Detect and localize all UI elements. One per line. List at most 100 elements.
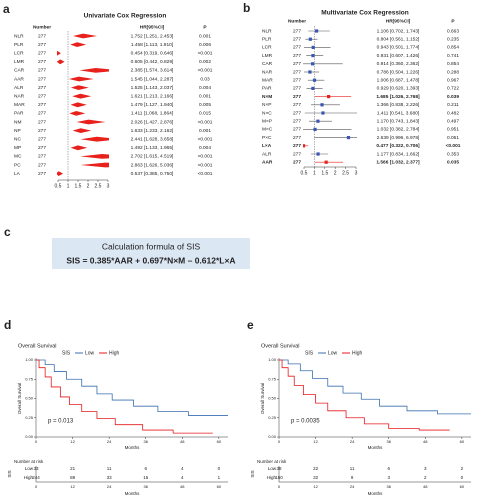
hr-diamond bbox=[70, 85, 89, 90]
row-number: 277 bbox=[38, 85, 46, 91]
row-label: ALR bbox=[14, 85, 24, 91]
risk-count: 11 bbox=[350, 466, 355, 471]
hr-label: 1.633 [1.233, 2.162] bbox=[131, 128, 174, 134]
risk-count: 15 bbox=[143, 475, 149, 480]
panel-label: d bbox=[4, 318, 11, 332]
hr-point bbox=[311, 54, 315, 58]
column-header: HR[95%CI] bbox=[140, 24, 165, 30]
hr-label: 1.411 [1.068, 1.864] bbox=[131, 111, 173, 117]
row-number: 277 bbox=[38, 145, 46, 151]
plot-area bbox=[303, 26, 357, 167]
x-axis-label: Months bbox=[368, 445, 384, 450]
p-value: 0.001 bbox=[199, 33, 211, 39]
p-value: 0.951 bbox=[447, 127, 459, 133]
hr-point bbox=[303, 144, 306, 148]
row-label: NC bbox=[14, 136, 21, 142]
risk-count: 2 bbox=[424, 475, 427, 480]
p-value: 0.722 bbox=[447, 86, 459, 92]
p-value: 0.004 bbox=[199, 145, 211, 151]
p-value: 0.353 bbox=[447, 151, 459, 157]
row-label: PAR bbox=[14, 111, 24, 117]
row-label: PC bbox=[14, 162, 21, 168]
row-label: MAR bbox=[14, 102, 25, 108]
p-value: 0.663 bbox=[447, 28, 459, 34]
row-label: NAR bbox=[14, 93, 25, 99]
hr-point bbox=[327, 95, 331, 99]
formula: SIS = 0.385*AAR + 0.697*N×M – 0.612*L×A bbox=[66, 255, 235, 265]
p-value: <0.001 bbox=[198, 154, 213, 160]
x-tick-label: 2.5 bbox=[95, 183, 102, 189]
panel-label: c bbox=[4, 225, 11, 239]
hr-diamond bbox=[70, 145, 88, 151]
row-label: CAR bbox=[262, 61, 273, 67]
row-number: 277 bbox=[293, 61, 301, 67]
risk-x-tick-label: 0 bbox=[278, 484, 281, 489]
row-label: PAR bbox=[262, 86, 272, 92]
row-label: MAR bbox=[262, 77, 273, 83]
row-label: N×P bbox=[262, 102, 271, 108]
row-label: M×C bbox=[262, 127, 273, 133]
y-tick-label: 0.75 bbox=[268, 376, 277, 381]
hr-point bbox=[313, 127, 317, 131]
p-value: <0.001 bbox=[198, 119, 213, 125]
legend-title: SIS bbox=[305, 350, 314, 356]
risk-count: 21 bbox=[70, 466, 76, 471]
risk-count: 1 bbox=[218, 475, 221, 480]
p-value: 0.967 bbox=[447, 77, 459, 83]
hr-label: 0.914 [0.360, 2.362] bbox=[377, 61, 420, 67]
row-number: 277 bbox=[38, 59, 46, 65]
row-number: 277 bbox=[293, 135, 301, 141]
y-axis-label: Overall Survival bbox=[17, 383, 22, 415]
row-number: 277 bbox=[293, 118, 301, 124]
row-label: NM bbox=[14, 119, 21, 125]
column-header: HR[95%CI] bbox=[386, 18, 411, 24]
y-tick-label: 0.00 bbox=[268, 434, 277, 439]
y-tick-label: 0.25 bbox=[25, 415, 34, 420]
p-value: 0.051 bbox=[447, 135, 459, 141]
survival-curve bbox=[279, 359, 450, 431]
hr-label: 1.177 [0.834, 1.662] bbox=[377, 151, 420, 157]
hr-diamond bbox=[72, 93, 92, 99]
p-value: 0.235 bbox=[447, 36, 459, 42]
risk-count: 150 bbox=[275, 475, 283, 480]
risk-count: 244 bbox=[32, 475, 40, 480]
row-number: 277 bbox=[38, 68, 46, 74]
row-number: 277 bbox=[293, 28, 301, 34]
survival-curve bbox=[279, 359, 471, 415]
row-number: 277 bbox=[293, 159, 301, 165]
hr-label: 1.525 [1.143, 2.037] bbox=[131, 85, 174, 91]
row-number: 277 bbox=[38, 111, 46, 117]
risk-row-label: Low bbox=[25, 466, 34, 471]
hr-point bbox=[308, 37, 312, 41]
p-value: 0.497 bbox=[447, 118, 459, 124]
hr-point bbox=[316, 152, 320, 156]
hr-label: 2.863 [1.626, 5.036] bbox=[131, 162, 174, 168]
hr-label: 0.943 [0.501, 1.774] bbox=[377, 45, 420, 51]
hr-diamond bbox=[72, 128, 92, 133]
row-number: 277 bbox=[38, 128, 46, 134]
risk-count: 3 bbox=[387, 475, 390, 480]
p-value: 0.015 bbox=[199, 111, 211, 117]
hr-diamond bbox=[68, 76, 94, 82]
row-number: 277 bbox=[38, 93, 46, 99]
hr-diamond bbox=[57, 50, 61, 56]
row-number: 277 bbox=[293, 45, 301, 51]
y-tick-label: 0.50 bbox=[25, 396, 34, 401]
x-tick-label: 0 bbox=[278, 439, 281, 444]
hr-label: 2.702 [1.615, 4.519] bbox=[131, 154, 174, 160]
x-tick-label: 36 bbox=[143, 439, 148, 444]
x-tick-label: 48 bbox=[423, 439, 428, 444]
hr-diamond bbox=[80, 154, 109, 159]
row-number: 277 bbox=[293, 53, 301, 59]
hr-label: 1.170 [0.743, 1.843] bbox=[377, 118, 420, 124]
risk-count: 4 bbox=[181, 466, 184, 471]
legend-label: Low bbox=[328, 350, 338, 356]
hr-point bbox=[315, 29, 319, 33]
y-tick-label: 0.75 bbox=[25, 376, 34, 381]
risk-x-tick-label: 12 bbox=[70, 484, 75, 489]
hr-point bbox=[320, 103, 324, 107]
row-number: 277 bbox=[38, 76, 46, 82]
x-tick-label: 36 bbox=[386, 439, 391, 444]
row-label: ALR bbox=[262, 151, 272, 157]
